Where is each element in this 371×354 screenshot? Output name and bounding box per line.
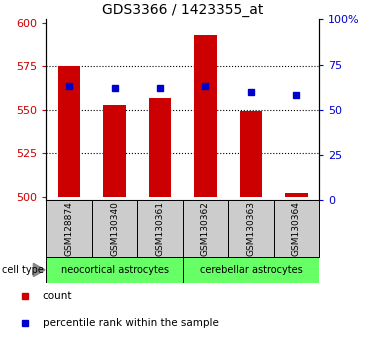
Bar — [46, 257, 183, 283]
Bar — [137, 200, 183, 257]
Text: percentile rank within the sample: percentile rank within the sample — [43, 318, 219, 328]
Text: GSM130362: GSM130362 — [201, 201, 210, 256]
Bar — [58, 66, 81, 196]
Bar — [285, 193, 308, 196]
Text: GSM128874: GSM128874 — [65, 201, 73, 256]
Bar — [92, 200, 137, 257]
Text: count: count — [43, 291, 72, 302]
Bar — [183, 257, 319, 283]
Bar — [240, 112, 262, 196]
Text: GSM130363: GSM130363 — [246, 201, 255, 256]
Bar — [46, 200, 92, 257]
Bar — [194, 35, 217, 196]
Bar — [273, 200, 319, 257]
Text: GSM130340: GSM130340 — [110, 201, 119, 256]
Bar — [149, 98, 171, 196]
Text: cell type: cell type — [2, 265, 44, 275]
Bar — [228, 200, 274, 257]
Polygon shape — [33, 263, 45, 276]
Bar — [183, 200, 228, 257]
Title: GDS3366 / 1423355_at: GDS3366 / 1423355_at — [102, 3, 263, 17]
Bar — [103, 104, 126, 196]
Text: cerebellar astrocytes: cerebellar astrocytes — [200, 265, 302, 275]
Text: neocortical astrocytes: neocortical astrocytes — [60, 265, 168, 275]
Text: GSM130364: GSM130364 — [292, 201, 301, 256]
Text: GSM130361: GSM130361 — [155, 201, 164, 256]
